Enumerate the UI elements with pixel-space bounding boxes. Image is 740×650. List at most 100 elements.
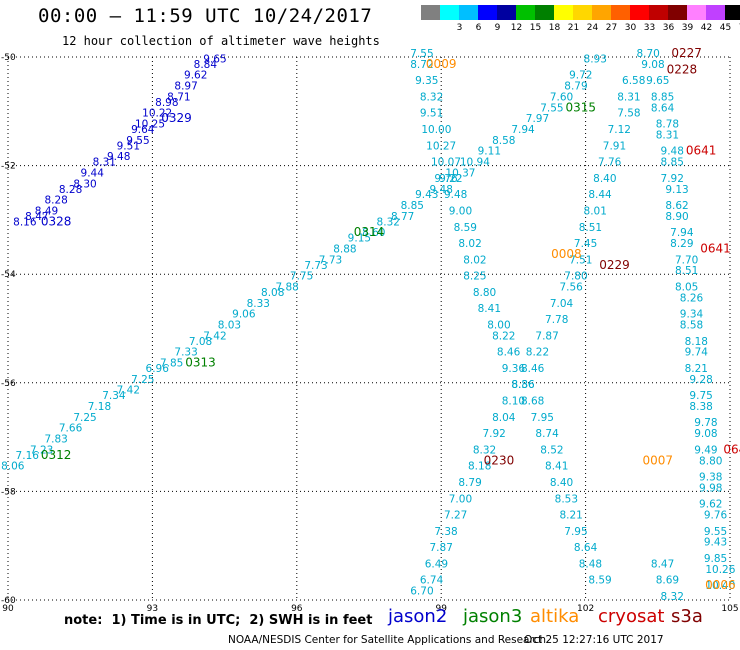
wave-height-point: 7.55 [540, 102, 563, 114]
wave-height-point: 8.18 [685, 336, 708, 348]
pass-label: 0009 [426, 57, 457, 71]
wave-height-point: 8.25 [463, 271, 486, 283]
wave-height-point: 8.88 [333, 243, 356, 255]
scale-label: 33 [643, 23, 656, 33]
wave-height-point: 10.07 [431, 157, 461, 169]
scale-label: 21 [567, 23, 580, 33]
y-tick-label: -50 [1, 53, 16, 63]
wave-height-point: 8.32 [420, 91, 443, 103]
wave-height-point: 8.44 [588, 189, 612, 201]
wave-height-point: 7.08 [189, 336, 212, 348]
wave-height-point: 8.00 [487, 320, 510, 332]
scale-swatch [706, 5, 725, 20]
pass-label: 0329 [161, 111, 192, 125]
wave-height-point: 7.51 [569, 254, 592, 266]
scale-label: 9 [494, 23, 501, 33]
wave-height-point: 9.78 [694, 417, 717, 429]
wave-height-point: 8.90 [665, 211, 688, 223]
scale-label: 27 [605, 23, 618, 33]
wave-height-point: 9.11 [478, 146, 501, 158]
wave-height-point: 9.48 [661, 146, 684, 158]
scale-swatch [421, 5, 440, 20]
y-tick-label: -58 [1, 487, 16, 497]
satellite-legend-jason3: jason3 [463, 606, 523, 627]
wave-height-point: 7.94 [670, 227, 694, 239]
pass-label: 0314 [354, 225, 385, 239]
wave-height-point: 8.36 [511, 379, 535, 391]
note-text: note: 1) Time is in UTC; 2) SWH is in fe… [64, 613, 373, 628]
wave-height-point: 9.48 [430, 184, 453, 196]
scale-label: 30 [624, 23, 637, 33]
wave-height-point: 9.36 [502, 363, 526, 375]
scale-label: 15 [529, 23, 542, 33]
wave-height-point: 8.31 [93, 157, 116, 169]
wave-height-point: 10.40 [705, 580, 735, 592]
wave-height-point: 7.76 [598, 157, 622, 169]
wave-height-point: 7.73 [304, 260, 327, 272]
wave-height-point: 9.08 [694, 428, 717, 440]
timestamp-text: Oct 25 12:27:16 UTC 2017 [524, 634, 664, 646]
wave-height-point: 8.32 [473, 444, 496, 456]
scale-label: 39 [681, 23, 694, 33]
wave-height-point: 10.94 [460, 157, 490, 169]
wave-height-point: 7.33 [174, 347, 197, 359]
scale-swatch [459, 5, 478, 20]
scale-swatch [497, 5, 516, 20]
wave-height-point: 8.84 [194, 59, 218, 71]
wave-height-point: 8.04 [492, 412, 516, 424]
x-tick-label: 99 [435, 604, 447, 614]
wave-height-point: 9.22 [439, 173, 462, 185]
wave-height-point: 7.87 [430, 542, 453, 554]
wave-height-point: 8.93 [584, 53, 607, 65]
pass-label: 0641 [700, 241, 731, 255]
wave-height-point: 7.27 [444, 510, 467, 522]
wave-height-point: 7.25 [73, 412, 96, 424]
wave-height-point: 9.62 [699, 499, 722, 511]
wave-height-point: 8.69 [656, 575, 679, 587]
wave-height-point: 8.97 [174, 81, 197, 93]
wave-height-point: 7.85 [160, 358, 183, 370]
wave-height-point: 6.74 [420, 575, 444, 587]
pass-labels: 0329 0328 0009 0315 0314 0313 0312 0008 0229 0230… [41, 46, 740, 592]
satellite-legend-s3a: s3a [671, 606, 703, 627]
wave-height-point: 8.51 [675, 265, 698, 277]
grid-lines [7, 56, 731, 601]
x-tick-label: 102 [577, 604, 594, 614]
satellite-legend-cryosat: cryosat [598, 606, 665, 627]
wave-height-point: 7.87 [535, 330, 558, 342]
scale-swatch [668, 5, 687, 20]
wave-height-point: 8.71 [167, 91, 190, 103]
chart-subtitle: 12 hour collection of altimeter wave hei… [62, 34, 380, 48]
wave-height-point: 7.60 [550, 91, 573, 103]
pass-label: 0641 [686, 144, 717, 158]
wave-height-point: 7.58 [617, 108, 640, 120]
wave-height-point: 8.01 [584, 205, 607, 217]
credit-text: NOAA/NESDIS Center for Satellite Applica… [228, 634, 546, 646]
wave-height-point: 9.38 [699, 472, 722, 484]
wave-height-point: 7.00 [449, 493, 472, 505]
wave-height-point: 7.18 [88, 401, 111, 413]
wave-height-point: 7.92 [661, 173, 684, 185]
wave-height-point: 7.91 [603, 140, 626, 152]
wave-height-point: 8.62 [665, 200, 688, 212]
pass-label: 0227 [671, 46, 702, 60]
wave-height-point: 10.00 [421, 124, 451, 136]
wave-height-point: 9.76 [434, 173, 458, 185]
scale-label: 45 [719, 23, 732, 33]
wave-height-point: 9.65 [646, 75, 669, 87]
wave-height-point: 9.64 [131, 124, 155, 136]
wave-height-point: 9.44 [81, 167, 105, 179]
scale-label: 18 [548, 23, 561, 33]
wave-height-point: 8.46 [521, 363, 545, 375]
wave-height-point: 8.03 [218, 320, 241, 332]
wave-height-point: 8.46 [497, 347, 521, 359]
scale-swatch [592, 5, 611, 20]
wave-height-point: 7.75 [290, 271, 313, 283]
wave-height-point: 8.72 [410, 59, 433, 71]
wave-height-point: 8.10 [502, 396, 525, 408]
wave-height-point: 9.28 [689, 374, 712, 386]
pass-label: 0007 [643, 453, 674, 467]
wave-height-point: 8.32 [661, 591, 684, 603]
wave-height-point: 8.08 [261, 287, 284, 299]
data-points: 9.658.849.628.978.718.9810.2210.259.649.… [1, 48, 736, 603]
